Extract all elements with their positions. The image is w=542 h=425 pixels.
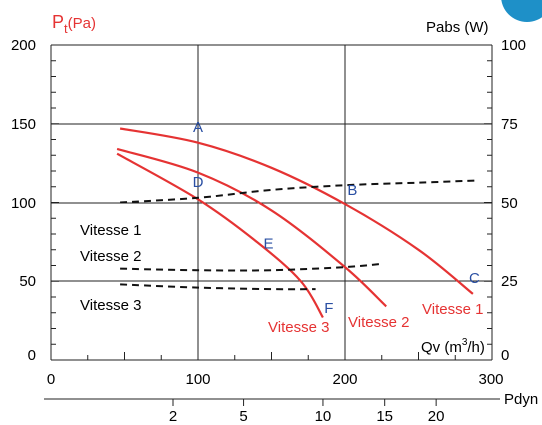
right-axis-title: Pabs (W) xyxy=(426,19,489,36)
pressure-curve-label: Vitesse 3 xyxy=(268,319,329,336)
pdyn-tick-label: 10 xyxy=(315,408,332,425)
pdyn-axis-title: Pdyn xyxy=(504,391,538,408)
power-curves xyxy=(120,179,478,291)
y-tick-label: 150 xyxy=(11,116,36,133)
pdyn-tick-label: 5 xyxy=(239,408,247,425)
left-axis-title: Pt(Pa) xyxy=(52,12,96,36)
point-label-c: C xyxy=(469,270,480,287)
x-axis-title-sup: 3 xyxy=(462,337,468,348)
power-curve-label: Vitesse 3 xyxy=(80,297,141,314)
y2-tick-label: 100 xyxy=(501,37,526,54)
power-curve-label: Vitesse 1 xyxy=(80,222,141,239)
pressure-curve-vitesse-2 xyxy=(116,147,387,308)
minor-ticks xyxy=(51,60,492,360)
pressure-curve-vitesse-3 xyxy=(116,152,324,319)
pressure-curve-label: Vitesse 1 xyxy=(422,301,483,318)
x-tick-label: 100 xyxy=(185,371,210,388)
pdyn-ticks: 2 5 10 15 20 xyxy=(169,399,445,425)
point-label-d: D xyxy=(193,174,204,191)
left-axis-title-main: P xyxy=(52,12,64,32)
left-axis-title-sub: t xyxy=(64,21,68,36)
point-label-a: A xyxy=(193,119,203,136)
y2-tick-label: 75 xyxy=(501,116,518,133)
y-tick-label: 100 xyxy=(11,195,36,212)
y2-tick-label: 25 xyxy=(501,273,518,290)
power-curve-vitesse-1 xyxy=(120,179,478,204)
y-tick-label: 0 xyxy=(28,347,36,364)
pdyn-tick-label: 20 xyxy=(428,408,445,425)
point-label-b: B xyxy=(347,182,357,199)
x-axis-title: Qv (m3/h) xyxy=(421,337,485,356)
point-label-f: F xyxy=(324,300,333,317)
power-curve-vitesse-3 xyxy=(120,283,316,291)
pdyn-tick-label: 2 xyxy=(169,408,177,425)
y2-tick-label: 0 xyxy=(501,347,509,364)
point-label-e: E xyxy=(264,235,274,252)
y-tick-label: 200 xyxy=(11,37,36,54)
power-curve-label: Vitesse 2 xyxy=(80,248,141,265)
x-axis-title-end: /h) xyxy=(467,339,485,356)
y2-tick-label: 50 xyxy=(501,195,518,212)
x-axis-title-main: Qv (m xyxy=(421,339,462,356)
corner-badge xyxy=(501,0,542,22)
x-tick-label: 0 xyxy=(47,371,55,388)
power-curve-vitesse-2 xyxy=(120,262,382,272)
left-axis-title-unit: (Pa) xyxy=(68,15,96,32)
x-tick-label: 200 xyxy=(332,371,357,388)
x-tick-label: 300 xyxy=(478,371,503,388)
pdyn-tick-label: 15 xyxy=(376,408,393,425)
y-tick-label: 50 xyxy=(19,273,36,290)
pressure-curve-label: Vitesse 2 xyxy=(348,314,409,331)
